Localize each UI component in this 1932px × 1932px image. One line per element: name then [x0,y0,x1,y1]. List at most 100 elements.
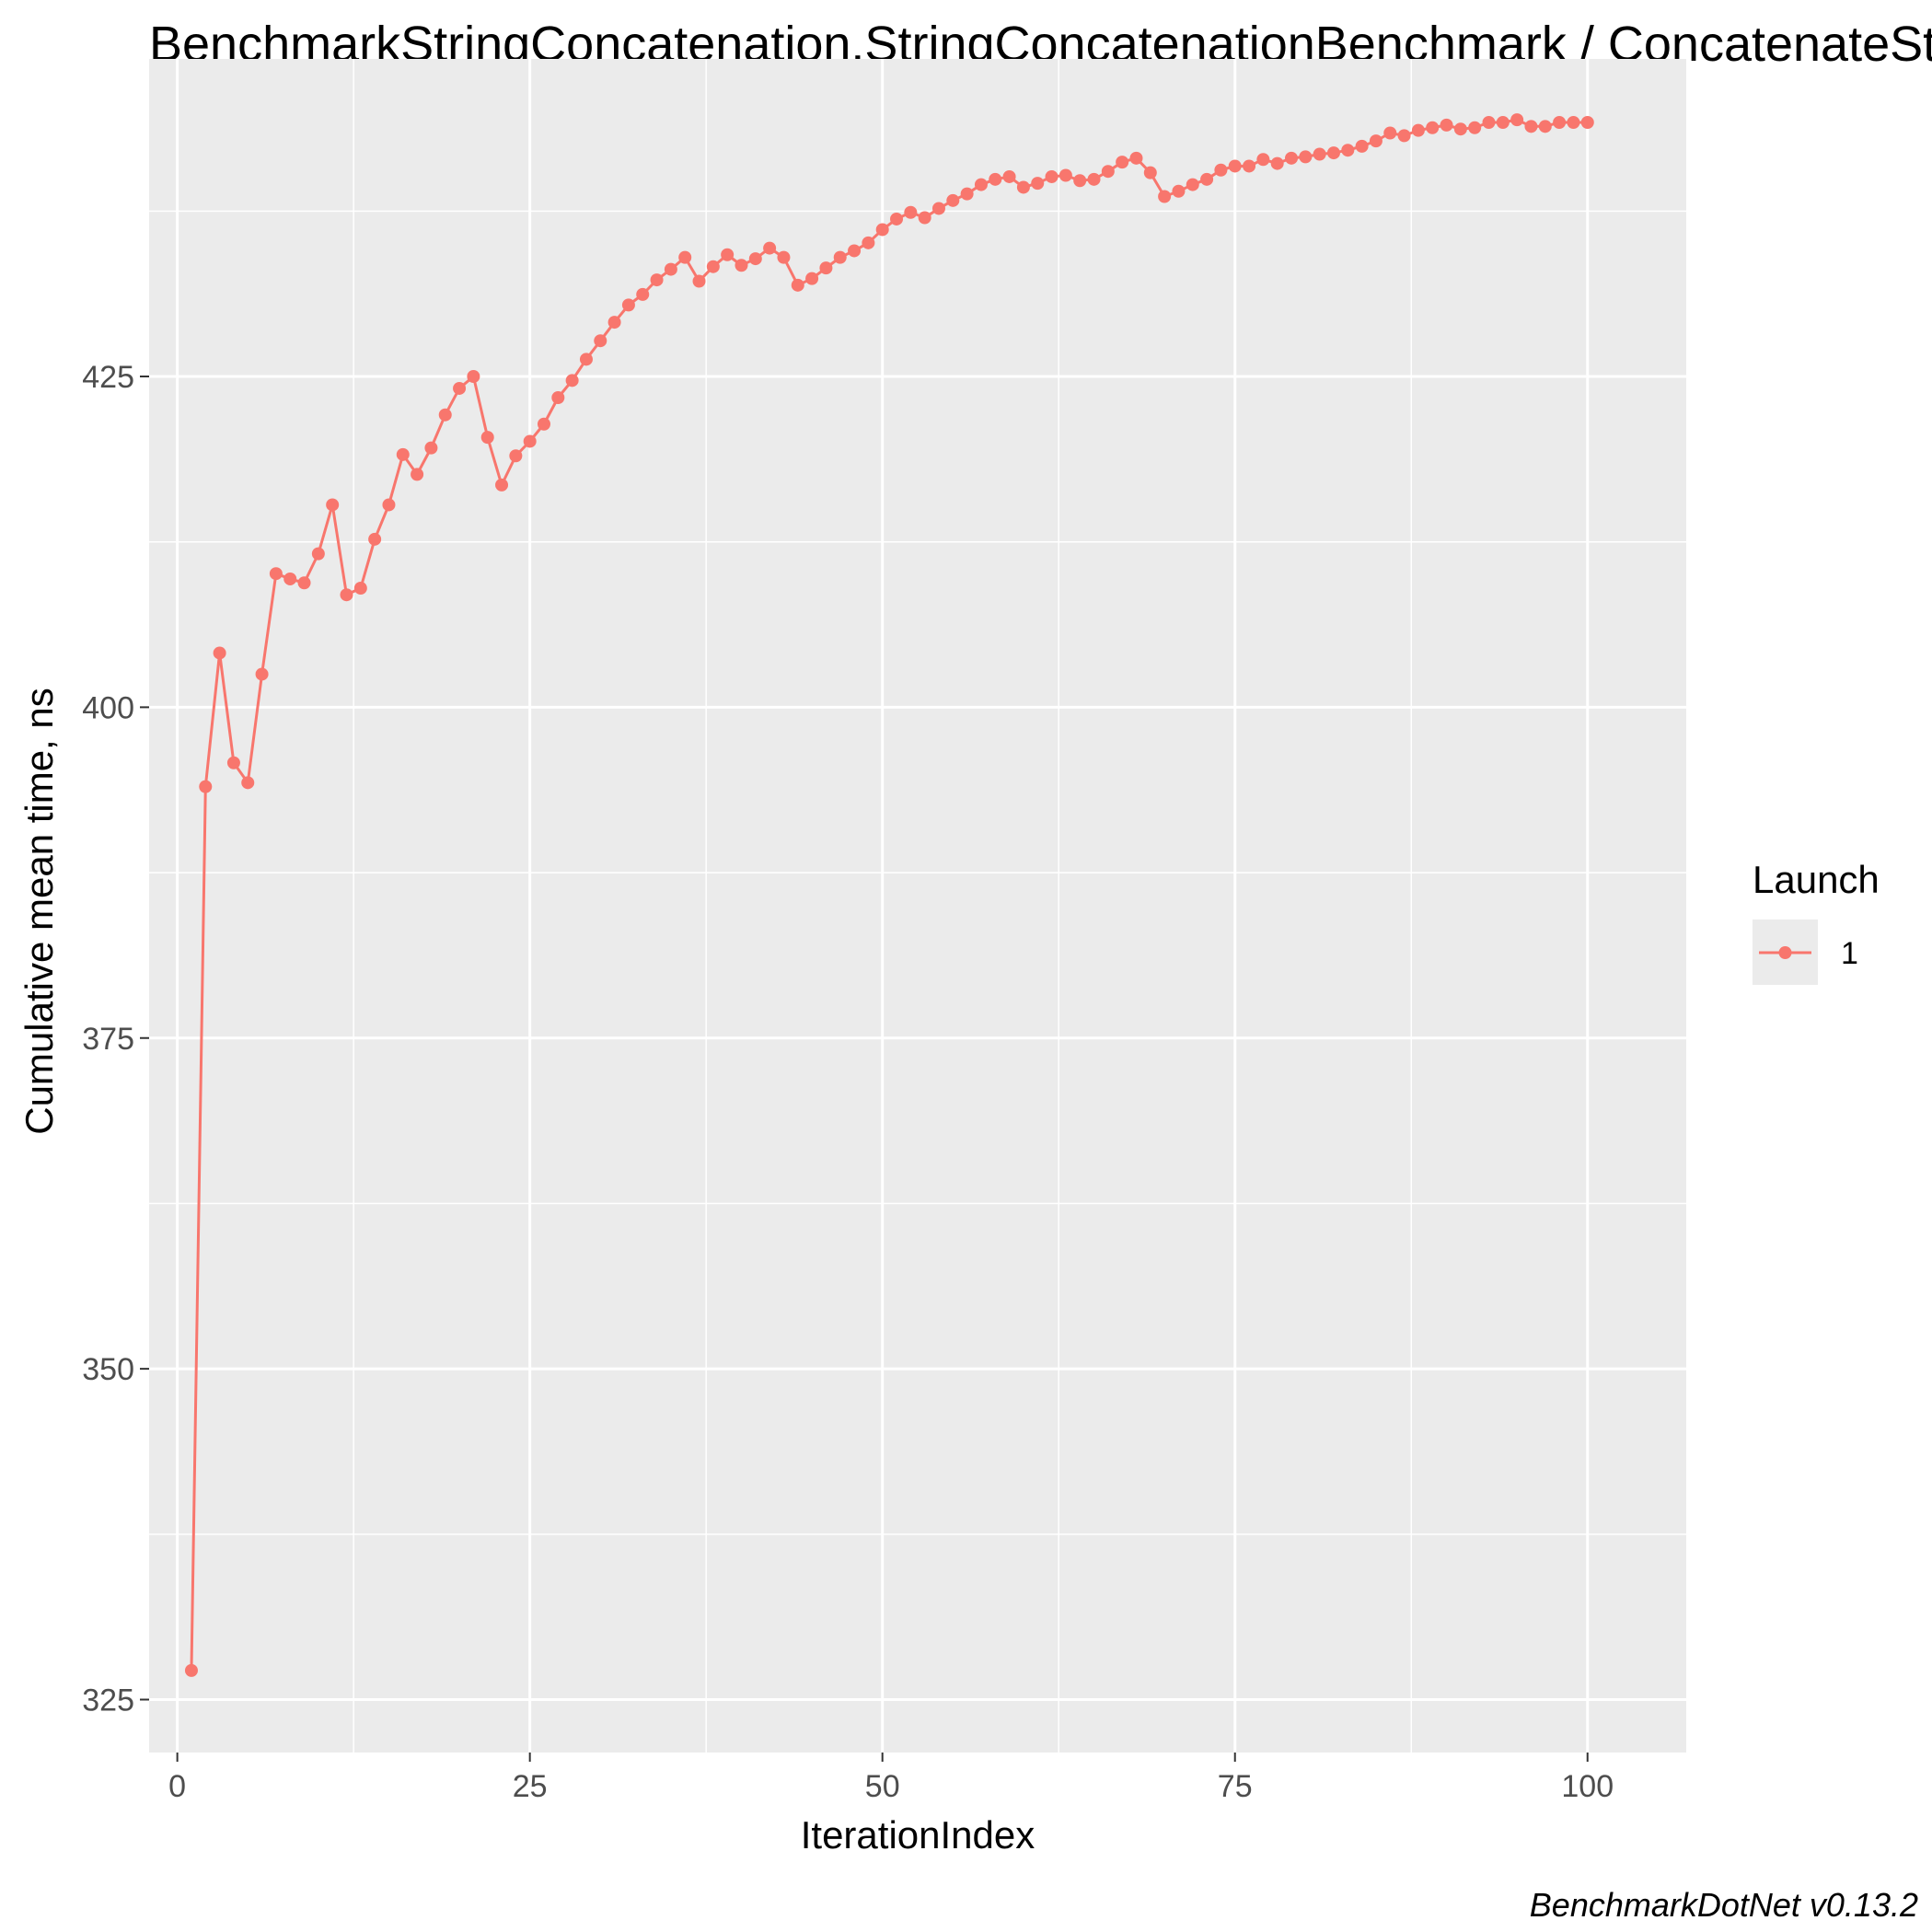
data-point [721,248,735,261]
data-point [989,172,1002,186]
data-point [1045,169,1059,183]
data-point [918,211,931,225]
data-point [1567,116,1580,129]
legend: Launch 1 [1753,858,1880,985]
y-tick-label: 400 [82,690,134,725]
data-point [1496,116,1510,129]
data-point [1073,174,1087,188]
data-point [890,212,904,226]
data-point [1538,120,1552,133]
caption: BenchmarkDotNet v0.13.2 [1530,1886,1918,1924]
y-axis-ticks: 325 350 375 400 425 [82,360,149,1718]
y-axis-title: Cumulative mean time, ns [17,688,61,1135]
data-point [1341,144,1355,157]
data-point [1510,113,1524,127]
x-tick-label: 25 [513,1769,548,1804]
data-point [1270,156,1284,170]
data-point [1116,156,1129,169]
data-point [1482,116,1496,129]
legend-title: Launch [1753,858,1880,901]
data-point [199,780,213,793]
data-point [607,316,621,330]
data-point [1172,184,1186,198]
data-point [1440,118,1453,132]
data-point [226,756,240,769]
y-tick-label: 325 [82,1683,134,1718]
data-point [255,667,269,681]
data-point [537,417,550,431]
data-point [311,547,325,561]
data-point [805,272,819,285]
data-point [678,250,692,264]
data-point [453,381,467,395]
data-point [340,588,353,602]
data-point [904,205,918,219]
data-point [523,434,537,448]
data-point [960,187,974,201]
data-point [1059,168,1072,182]
data-point [1002,169,1016,183]
data-point [777,250,791,264]
data-point [1411,123,1425,137]
data-point [1186,178,1199,191]
data-point [495,478,509,492]
data-point [467,370,480,383]
data-point [1369,134,1382,148]
data-point [184,1663,198,1677]
data-point [931,202,945,215]
series-line-launch-1 [190,118,1588,1671]
data-point [326,498,340,512]
data-point [763,241,777,255]
x-tick-label: 0 [168,1769,186,1804]
data-point [269,567,283,581]
x-tick-label: 75 [1218,1769,1253,1804]
data-point [1524,120,1538,133]
data-point [1031,177,1045,191]
series-points [184,113,1594,1677]
legend-label: 1 [1841,936,1858,971]
data-point [1299,150,1313,164]
data-point [1200,172,1214,186]
data-point [1016,180,1030,194]
data-point [650,273,664,287]
series-lines [190,118,1588,1671]
data-point [1256,153,1270,167]
data-point [297,576,311,590]
data-point [1426,121,1440,134]
data-point [1326,146,1340,160]
data-point [1313,147,1326,161]
data-point [438,408,452,422]
data-point [1580,116,1594,129]
data-point [692,274,706,288]
data-point [875,223,889,237]
data-point [1397,129,1411,143]
data-point [565,374,579,388]
data-point [283,572,297,585]
data-point [791,278,804,292]
data-point [946,193,960,207]
data-point [579,353,593,366]
y-tick-label: 350 [82,1352,134,1387]
plot-panel [149,59,1686,1753]
data-point [862,236,875,249]
data-point [1158,190,1172,203]
data-point [241,776,255,790]
data-point [480,431,494,445]
data-point [1453,122,1467,136]
data-point [1143,166,1157,179]
data-point [353,582,367,595]
data-point [411,468,424,481]
data-point [735,259,748,272]
data-point [636,287,650,301]
data-point [833,250,847,264]
data-point [974,178,988,191]
data-point [396,447,410,461]
x-axis-ticks: 0 25 50 75 100 [168,1753,1614,1804]
data-point [1285,151,1299,165]
data-point [706,260,720,273]
data-point [213,646,226,660]
data-point [848,244,862,258]
data-point [424,441,438,455]
